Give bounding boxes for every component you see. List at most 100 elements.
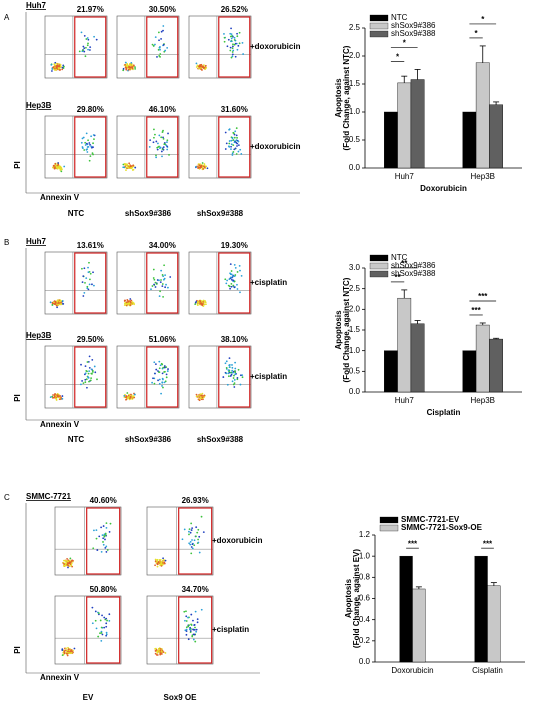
event-dot — [183, 528, 186, 531]
event-dot — [239, 374, 242, 377]
event-dot — [160, 561, 163, 563]
event-dot — [98, 535, 101, 538]
event-dot — [165, 376, 168, 379]
event-dot — [230, 139, 233, 142]
event-dot — [90, 368, 93, 371]
event-dot — [81, 380, 83, 382]
cell-line-label: Huh7 — [26, 1, 47, 10]
event-dot — [80, 31, 83, 34]
event-dot — [161, 155, 163, 158]
gate-percentage: 13.61% — [77, 241, 104, 250]
event-dot — [61, 395, 64, 397]
event-dot — [193, 633, 196, 636]
gate-percentage: 51.06% — [149, 335, 176, 344]
event-dot — [225, 372, 228, 375]
event-dot — [206, 167, 209, 170]
event-dot — [150, 288, 152, 291]
event-dot — [197, 538, 200, 541]
event-dot — [86, 285, 89, 288]
y-tick-label: 0.5 — [349, 135, 361, 144]
event-dot — [53, 393, 56, 396]
event-dot — [165, 366, 168, 369]
event-dot — [224, 362, 227, 365]
y-tick-label: 1.0 — [349, 346, 361, 355]
event-dot — [197, 541, 200, 544]
event-dot — [52, 165, 55, 167]
event-dot — [70, 652, 73, 654]
event-dot — [129, 63, 131, 65]
event-dot — [91, 152, 94, 155]
event-dot — [86, 370, 88, 373]
event-dot — [195, 628, 198, 631]
event-dot — [55, 68, 58, 71]
event-dot — [164, 274, 167, 277]
event-dot — [162, 136, 164, 139]
event-dot — [54, 61, 57, 64]
event-dot — [200, 165, 203, 167]
event-dot — [228, 145, 231, 148]
y-tick-label: 1.2 — [359, 530, 371, 539]
event-dot — [230, 278, 233, 281]
event-dot — [193, 624, 196, 626]
event-dot — [167, 286, 169, 289]
event-dot — [160, 392, 162, 395]
event-dot — [163, 559, 166, 561]
treatment-label: +cisplatin — [250, 372, 287, 381]
bar — [474, 555, 488, 663]
event-dot — [152, 277, 155, 279]
event-dot — [86, 386, 88, 389]
event-dot — [195, 535, 197, 538]
event-dot — [233, 280, 236, 283]
event-dot — [188, 533, 190, 536]
event-dot — [85, 132, 88, 135]
event-dot — [226, 279, 229, 282]
event-dot — [102, 543, 105, 546]
event-dot — [85, 148, 88, 151]
bar — [397, 82, 412, 169]
event-dot — [167, 368, 169, 370]
event-dot — [83, 34, 86, 37]
event-dot — [94, 619, 97, 622]
event-dot — [223, 40, 226, 43]
event-dot — [125, 301, 128, 304]
event-dot — [229, 35, 232, 38]
event-dot — [223, 36, 226, 39]
event-dot — [202, 168, 205, 170]
gate — [146, 252, 179, 314]
bar — [475, 324, 490, 393]
event-dot — [192, 628, 194, 631]
event-dot — [93, 35, 95, 38]
column-label: shSox9#388 — [197, 209, 244, 218]
event-dot — [124, 63, 127, 66]
event-dot — [203, 166, 206, 168]
legend-label: NTC — [391, 13, 408, 22]
event-dot — [158, 382, 161, 385]
event-dot — [224, 148, 227, 150]
event-dot — [191, 539, 193, 541]
event-dot — [161, 385, 163, 387]
event-dot — [234, 370, 236, 373]
event-dot — [229, 32, 232, 35]
event-dot — [229, 49, 232, 52]
event-dot — [153, 361, 156, 364]
event-dot — [106, 549, 109, 551]
event-dot — [154, 36, 157, 39]
gate — [178, 507, 213, 575]
event-dot — [80, 141, 83, 144]
event-dot — [82, 295, 85, 297]
x-axis-label: Cisplatin — [427, 408, 461, 417]
event-dot — [105, 617, 108, 620]
event-dot — [201, 166, 204, 169]
gate-percentage: 19.30% — [221, 241, 248, 250]
event-dot — [239, 383, 242, 386]
event-dot — [227, 369, 230, 372]
event-dot — [155, 154, 157, 157]
event-dot — [59, 63, 62, 66]
event-dot — [51, 301, 54, 304]
event-dot — [50, 63, 53, 66]
gate-percentage: 40.60% — [90, 496, 117, 505]
event-dot — [102, 525, 105, 527]
y-axis-label: (Fold Change, against NTC) — [342, 277, 351, 382]
gate-percentage: 26.52% — [221, 5, 248, 14]
event-dot — [164, 370, 166, 373]
